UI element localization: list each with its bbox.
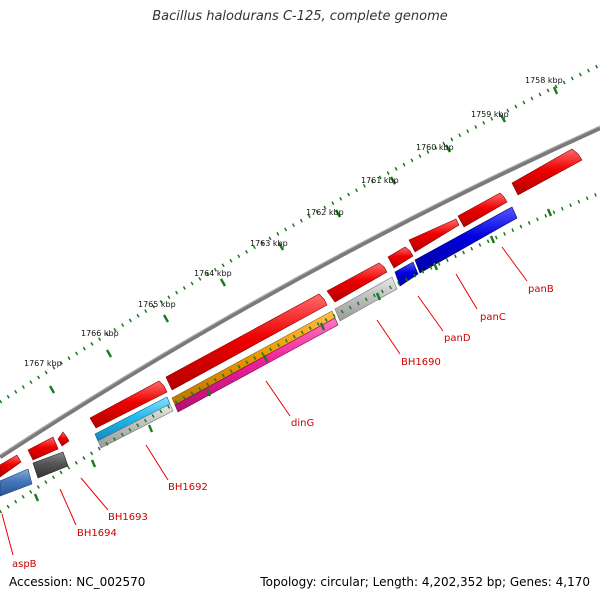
- leader-line-BH1694: [59, 488, 77, 526]
- gene-block-steelblue[interactable]: [0, 468, 33, 497]
- scale-label: 1762 kbp: [306, 208, 344, 217]
- gene-block-lightgray[interactable]: [97, 403, 174, 449]
- scale-label: 1767 kbp: [24, 359, 62, 368]
- gene-arrow[interactable]: [387, 246, 414, 269]
- genome-stats-text: Topology: circular; Length: 4,202,352 bp…: [260, 575, 590, 589]
- gene-arrow[interactable]: [326, 262, 388, 303]
- scale-label: 1763 kbp: [250, 239, 288, 248]
- gene-block-magenta[interactable]: [174, 317, 339, 413]
- gene-label-dinG: dinG: [291, 418, 314, 429]
- inner-tick-ring: [0, 191, 600, 514]
- gene-arrow[interactable]: [0, 454, 22, 478]
- map-title: Bacillus halodurans C-125, complete geno…: [152, 9, 448, 24]
- gene-arrow[interactable]: [27, 436, 59, 461]
- gene-label-BH1690: BH1690: [401, 357, 441, 368]
- reverse-strand-genes: [0, 206, 518, 497]
- gene-label-BH1694: BH1694: [77, 528, 117, 539]
- gene-block-orange[interactable]: [171, 310, 336, 406]
- leader-line-aspB: [1, 513, 14, 556]
- gene-arrow[interactable]: [89, 380, 168, 429]
- gene-label-BH1693: BH1693: [108, 512, 148, 523]
- scale-label: 1761 kbp: [361, 176, 399, 185]
- scale-label: 1766 kbp: [81, 329, 119, 338]
- scale-label: 1760 kbp: [416, 143, 454, 152]
- gene-arrow[interactable]: [511, 148, 583, 196]
- leader-line-dinG: [265, 380, 291, 417]
- outer-tick-ring: [0, 63, 600, 404]
- accession-text: Accession: NC_002570: [9, 575, 146, 589]
- leader-line-panD: [417, 295, 444, 332]
- gene-arrow[interactable]: [408, 218, 460, 253]
- gene-arrow[interactable]: [57, 431, 70, 447]
- label-leader-lines: [1, 246, 528, 556]
- gene-arrow[interactable]: [165, 293, 328, 391]
- gene-block-blue[interactable]: [394, 261, 419, 287]
- forward-strand-genes: [0, 148, 583, 478]
- genome-backbone-highlight: [0, 125, 600, 456]
- genome-backbone: [0, 125, 600, 459]
- leader-line-BH1690: [376, 319, 401, 355]
- scale-label: 1765 kbp: [138, 300, 176, 309]
- gene-label-panB: panB: [528, 284, 554, 295]
- gene-label-panC: panC: [480, 312, 506, 323]
- scale-label: 1758 kbp: [525, 76, 563, 85]
- gene-label-BH1692: BH1692: [168, 482, 208, 493]
- leader-line-panB: [501, 246, 528, 282]
- outer-major-ticks: [48, 86, 559, 394]
- leader-line-BH1692: [145, 444, 169, 481]
- gene-label-aspB: aspB: [12, 559, 37, 570]
- leader-line-panC: [455, 273, 478, 310]
- gene-arrow[interactable]: [457, 192, 508, 228]
- scale-label: 1759 kbp: [471, 110, 509, 119]
- gene-label-panD: panD: [444, 333, 471, 344]
- inner-major-ticks: [33, 208, 553, 502]
- gene-block-blue[interactable]: [414, 206, 518, 274]
- scale-label: 1764 kbp: [194, 269, 232, 278]
- leader-line-BH1693: [80, 477, 109, 511]
